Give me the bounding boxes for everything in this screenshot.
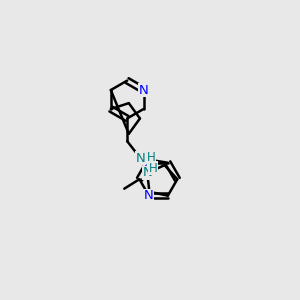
Text: N: N [144,156,154,169]
Text: N: N [142,167,152,179]
Text: N: N [139,84,148,97]
Text: N: N [136,152,145,165]
Text: H: H [149,162,158,175]
Text: N: N [144,189,154,202]
Text: H: H [146,151,155,164]
